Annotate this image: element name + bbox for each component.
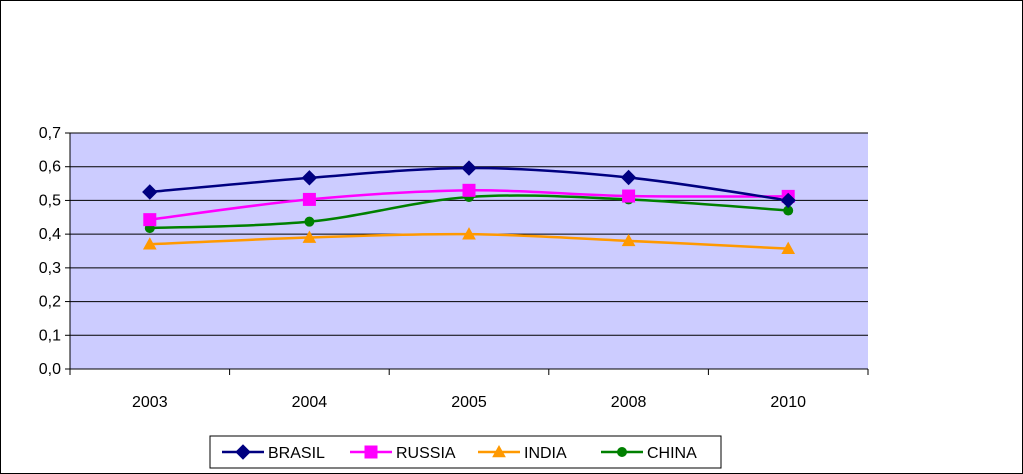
legend-label-china: CHINA bbox=[647, 445, 697, 462]
data-point-india bbox=[302, 230, 317, 243]
data-point-brasil bbox=[620, 169, 637, 186]
y-tick-label: 0,2 bbox=[39, 294, 61, 311]
data-point-china bbox=[304, 216, 315, 227]
legend-label-russia: RUSSIA bbox=[396, 445, 456, 462]
data-point-india bbox=[142, 237, 157, 250]
x-tick-label: 2005 bbox=[451, 394, 487, 411]
legend-label-brasil: BRASIL bbox=[268, 445, 325, 462]
data-point-russia bbox=[302, 192, 316, 206]
legend-marker-china bbox=[617, 447, 627, 457]
legend-marker-india bbox=[492, 444, 506, 458]
legend-marker-russia bbox=[364, 445, 378, 459]
data-point-brasil bbox=[301, 170, 318, 186]
y-tick-label: 0,4 bbox=[39, 226, 61, 243]
y-tick-label: 0,7 bbox=[39, 125, 61, 142]
data-point-brasil bbox=[780, 192, 796, 209]
legend-marker-brasil bbox=[235, 444, 251, 460]
data-point-russia bbox=[462, 183, 476, 197]
legend-label-india: INDIA bbox=[524, 445, 567, 462]
y-tick-label: 0,6 bbox=[39, 159, 61, 176]
x-tick-label: 2003 bbox=[132, 394, 168, 411]
y-tick-label: 0,0 bbox=[39, 361, 61, 378]
y-tick-label: 0,1 bbox=[39, 327, 61, 344]
legend: BRASIL RUSSIA INDIA CHINA bbox=[209, 435, 722, 469]
y-axis: 0,0 0,1 0,2 0,3 0,4 0,5 0,6 0,7 bbox=[39, 125, 71, 378]
data-point-india bbox=[462, 227, 476, 240]
data-point-india bbox=[781, 241, 796, 254]
data-point-brasil bbox=[142, 184, 158, 200]
data-point-russia bbox=[622, 189, 636, 203]
x-tick-label: 2008 bbox=[611, 394, 647, 411]
y-tick-label: 0,3 bbox=[39, 260, 61, 277]
data-point-russia bbox=[143, 213, 157, 227]
x-tick-label: 2004 bbox=[292, 394, 328, 411]
data-point-india bbox=[621, 233, 636, 247]
x-axis: 2003 2004 2005 2008 2010 bbox=[69, 368, 869, 411]
y-tick-label: 0,5 bbox=[39, 192, 61, 209]
data-point-brasil bbox=[461, 160, 477, 176]
x-tick-label: 2010 bbox=[770, 394, 806, 411]
series-markers bbox=[142, 160, 796, 254]
